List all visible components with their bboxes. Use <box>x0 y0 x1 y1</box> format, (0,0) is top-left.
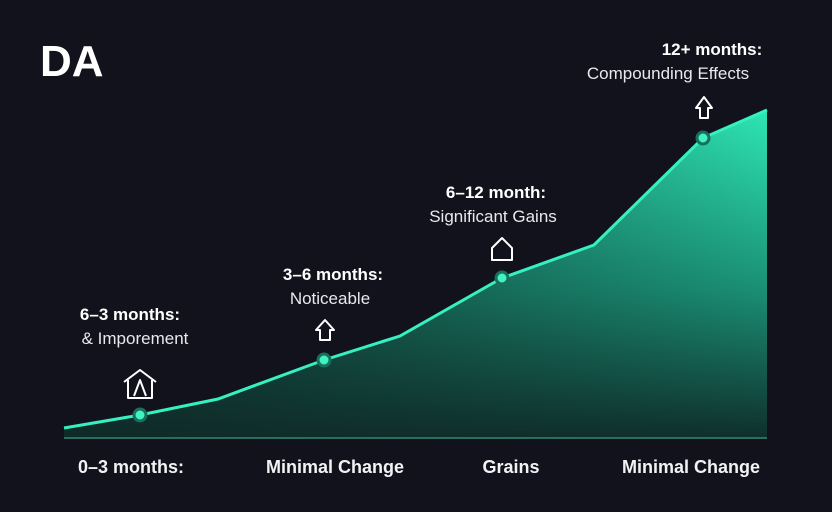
axis-label: Minimal Change <box>622 457 760 477</box>
milestone-heading: 6–3 months: <box>80 305 180 324</box>
milestone-text: Significant Gains <box>429 207 557 226</box>
title: DA <box>40 37 104 86</box>
marker <box>494 270 510 286</box>
milestone-text: Compounding Effects <box>587 64 749 83</box>
icon <box>695 96 713 119</box>
milestone-heading: 3–6 months: <box>283 265 383 284</box>
growth-shade <box>64 110 767 438</box>
growth-line <box>63 108 768 430</box>
axis-label: Grains <box>482 457 539 477</box>
marker <box>132 407 148 423</box>
axis-label: 0–3 months: <box>78 457 184 477</box>
icon <box>315 319 335 341</box>
milestone-text: Noticeable <box>290 289 370 308</box>
marker <box>695 130 711 146</box>
axis-label: Minimal Change <box>266 457 404 477</box>
icons <box>123 96 713 399</box>
markers <box>132 130 711 423</box>
icon <box>491 237 513 261</box>
icon <box>123 369 157 399</box>
milestone-heading: 6–12 month: <box>446 183 546 202</box>
marker <box>316 352 332 368</box>
milestone-heading: 12+ months: <box>662 40 763 59</box>
milestone-text: & Imporement <box>82 329 189 348</box>
